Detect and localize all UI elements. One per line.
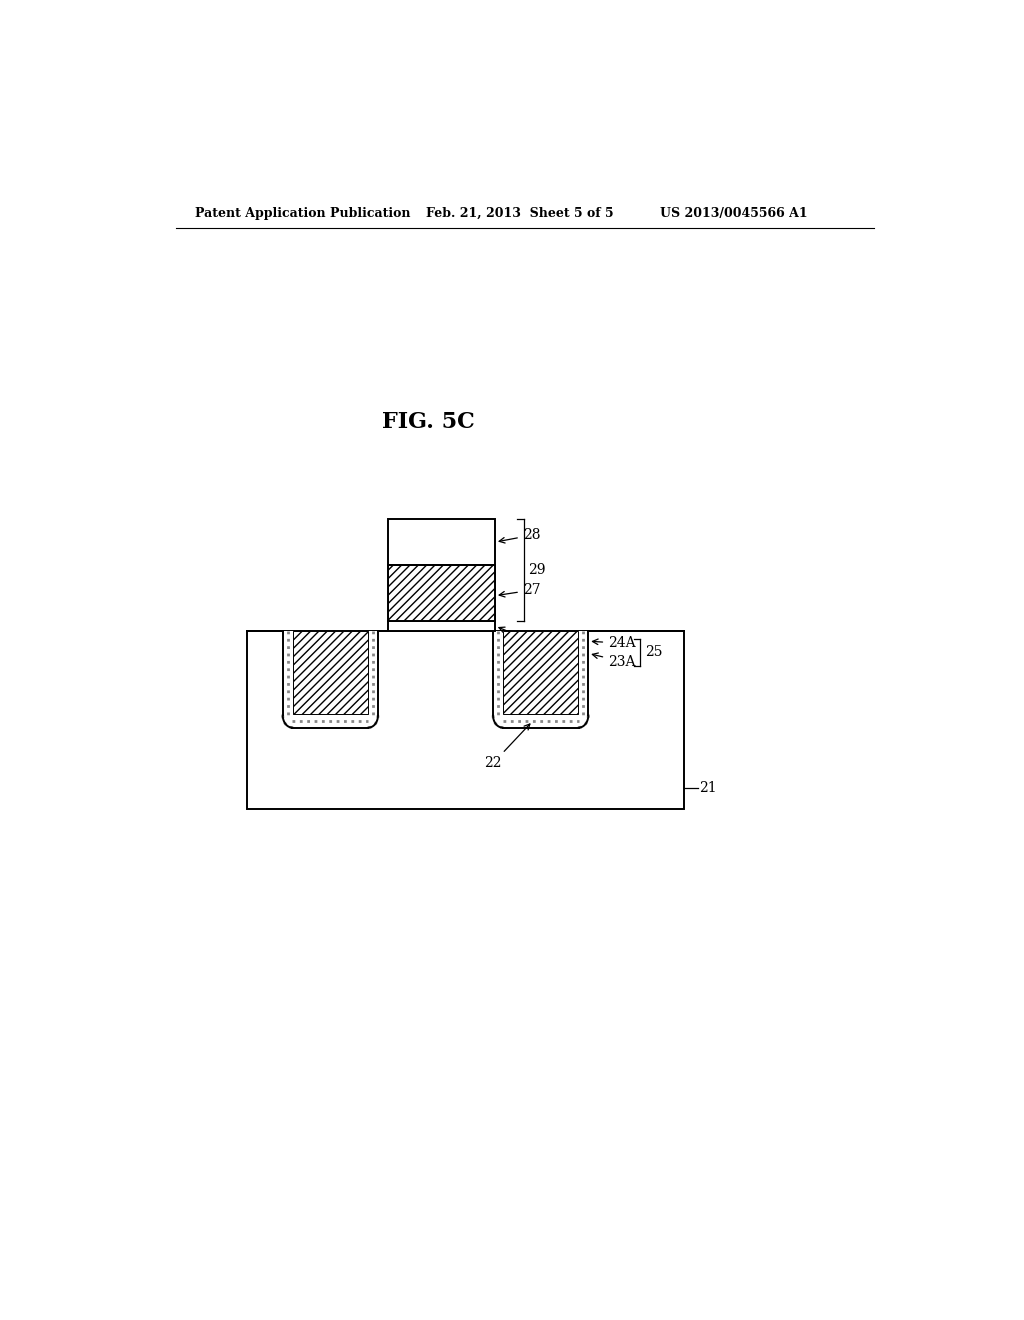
Bar	[504, 631, 578, 714]
Bar	[388, 519, 495, 565]
Bar	[504, 631, 578, 714]
Text: Patent Application Publication: Patent Application Publication	[196, 207, 411, 220]
Text: Feb. 21, 2013  Sheet 5 of 5: Feb. 21, 2013 Sheet 5 of 5	[426, 207, 613, 220]
Bar	[293, 631, 368, 714]
Text: 27: 27	[499, 583, 541, 597]
Bar	[283, 631, 378, 727]
Bar	[494, 631, 589, 727]
Text: FIG. 5C: FIG. 5C	[382, 411, 475, 433]
Bar	[293, 631, 368, 714]
Bar	[388, 565, 495, 620]
Text: 29: 29	[528, 564, 546, 577]
Bar	[388, 565, 495, 620]
Text: 23A: 23A	[592, 653, 636, 668]
Text: 21: 21	[699, 780, 717, 795]
Text: 22: 22	[484, 723, 529, 770]
Text: 24A: 24A	[593, 636, 636, 651]
Bar	[388, 620, 495, 631]
Bar	[388, 565, 495, 620]
Text: 28: 28	[499, 528, 541, 543]
Text: US 2013/0045566 A1: US 2013/0045566 A1	[659, 207, 807, 220]
Text: 26: 26	[499, 627, 541, 648]
Text: 25: 25	[645, 645, 663, 660]
Bar	[247, 631, 684, 809]
